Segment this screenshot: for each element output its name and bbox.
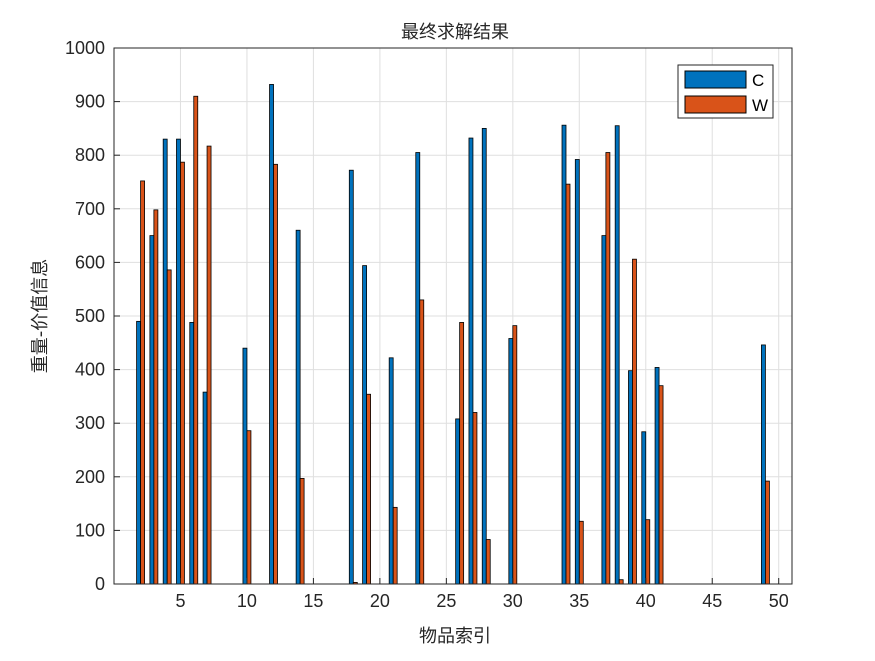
bar-c-item-49	[761, 344, 766, 585]
x-tick-label: 45	[702, 591, 722, 611]
bar-c-item-7	[202, 391, 208, 585]
y-tick-label: 400	[75, 360, 105, 380]
bar-w-item-12	[273, 163, 278, 585]
x-tick-label: 50	[769, 591, 789, 611]
bar-c-item-23	[415, 152, 421, 585]
bar-w-item-19	[366, 393, 371, 585]
x-tick-label: 40	[636, 591, 656, 611]
x-tick-label: 25	[436, 591, 456, 611]
bar-w-item-41	[658, 385, 664, 585]
bar-c-item-21	[388, 357, 394, 585]
x-tick-label: 20	[370, 591, 390, 611]
bar-w-item-30	[512, 325, 518, 585]
bar-c-item-2	[136, 320, 141, 585]
x-tick-label: 15	[303, 591, 323, 611]
bar-c-item-5	[176, 138, 181, 585]
bar-c-item-10	[242, 347, 248, 585]
bar-c-item-34	[561, 124, 567, 585]
x-tick-label: 30	[503, 591, 523, 611]
bar-w-item-28	[485, 539, 491, 585]
y-tick-label: 100	[75, 520, 105, 540]
bar-w-item-21	[392, 506, 398, 585]
legend-entry-c: C	[684, 70, 764, 90]
bar-c-item-3	[149, 235, 155, 585]
bar-c-item-40	[641, 431, 647, 585]
bar-c-item-26	[455, 418, 461, 585]
y-tick-label: 500	[75, 306, 105, 326]
legend-label-c: C	[752, 71, 764, 90]
bar-c-item-39	[628, 370, 633, 585]
y-tick-label: 900	[75, 92, 105, 112]
legend: C W	[677, 64, 774, 119]
bar-w-item-14	[299, 478, 305, 585]
y-tick-label: 600	[75, 252, 105, 272]
legend-entry-w: W	[684, 95, 768, 115]
bar-w-item-34	[565, 183, 571, 585]
y-tick-label: 800	[75, 145, 105, 165]
bar-c-item-19	[362, 265, 367, 585]
x-tick-label: 35	[569, 591, 589, 611]
bar-w-item-2	[140, 180, 145, 585]
x-tick-label: 10	[237, 591, 257, 611]
bar-w-item-49	[765, 480, 770, 585]
x-tick-label: 5	[175, 591, 185, 611]
bar-c-item-6	[189, 322, 195, 585]
legend-swatch-c	[684, 70, 747, 89]
bar-w-item-37	[605, 152, 611, 585]
bar-w-item-6	[193, 95, 199, 585]
bar-c-item-35	[574, 159, 580, 585]
bar-w-item-40	[645, 519, 651, 585]
bar-w-item-26	[459, 322, 465, 585]
bar-c-item-28	[481, 127, 487, 585]
bar-c-item-37	[601, 235, 607, 585]
bar-c-item-30	[508, 338, 514, 585]
bar-w-item-38	[618, 579, 624, 585]
legend-label-w: W	[752, 96, 768, 115]
bar-w-item-27	[472, 412, 478, 585]
bar-w-item-10	[246, 430, 252, 585]
bar-c-item-4	[162, 138, 168, 585]
y-axis-label: 重量-价值信息	[30, 259, 51, 374]
x-axis-label: 物品索引	[419, 626, 491, 647]
y-tick-label: 1000	[65, 38, 105, 58]
y-tick-label: 0	[95, 574, 105, 594]
chart-title: 最终求解结果	[401, 22, 509, 43]
bar-c-item-12	[269, 84, 274, 585]
bar-c-item-27	[468, 137, 474, 585]
bar-w-item-7	[206, 145, 212, 585]
bar-c-item-18	[348, 169, 354, 585]
ticks-layer: 5 10 15 20 25 30 35 40 45 50010020030040050060070…	[65, 38, 789, 611]
bar-c-item-38	[614, 125, 620, 585]
bar-w-item-3	[153, 209, 159, 585]
bar-c-item-41	[654, 367, 660, 585]
y-tick-label: 700	[75, 199, 105, 219]
bar-c-item-14	[295, 229, 301, 585]
y-tick-label: 300	[75, 413, 105, 433]
bar-w-item-5	[180, 161, 185, 585]
bar-w-item-23	[419, 299, 425, 585]
bar-w-item-35	[578, 520, 584, 585]
bar-w-item-39	[632, 258, 637, 585]
legend-swatch-w	[684, 95, 747, 114]
bar-w-item-4	[166, 269, 172, 585]
y-tick-label: 200	[75, 467, 105, 487]
